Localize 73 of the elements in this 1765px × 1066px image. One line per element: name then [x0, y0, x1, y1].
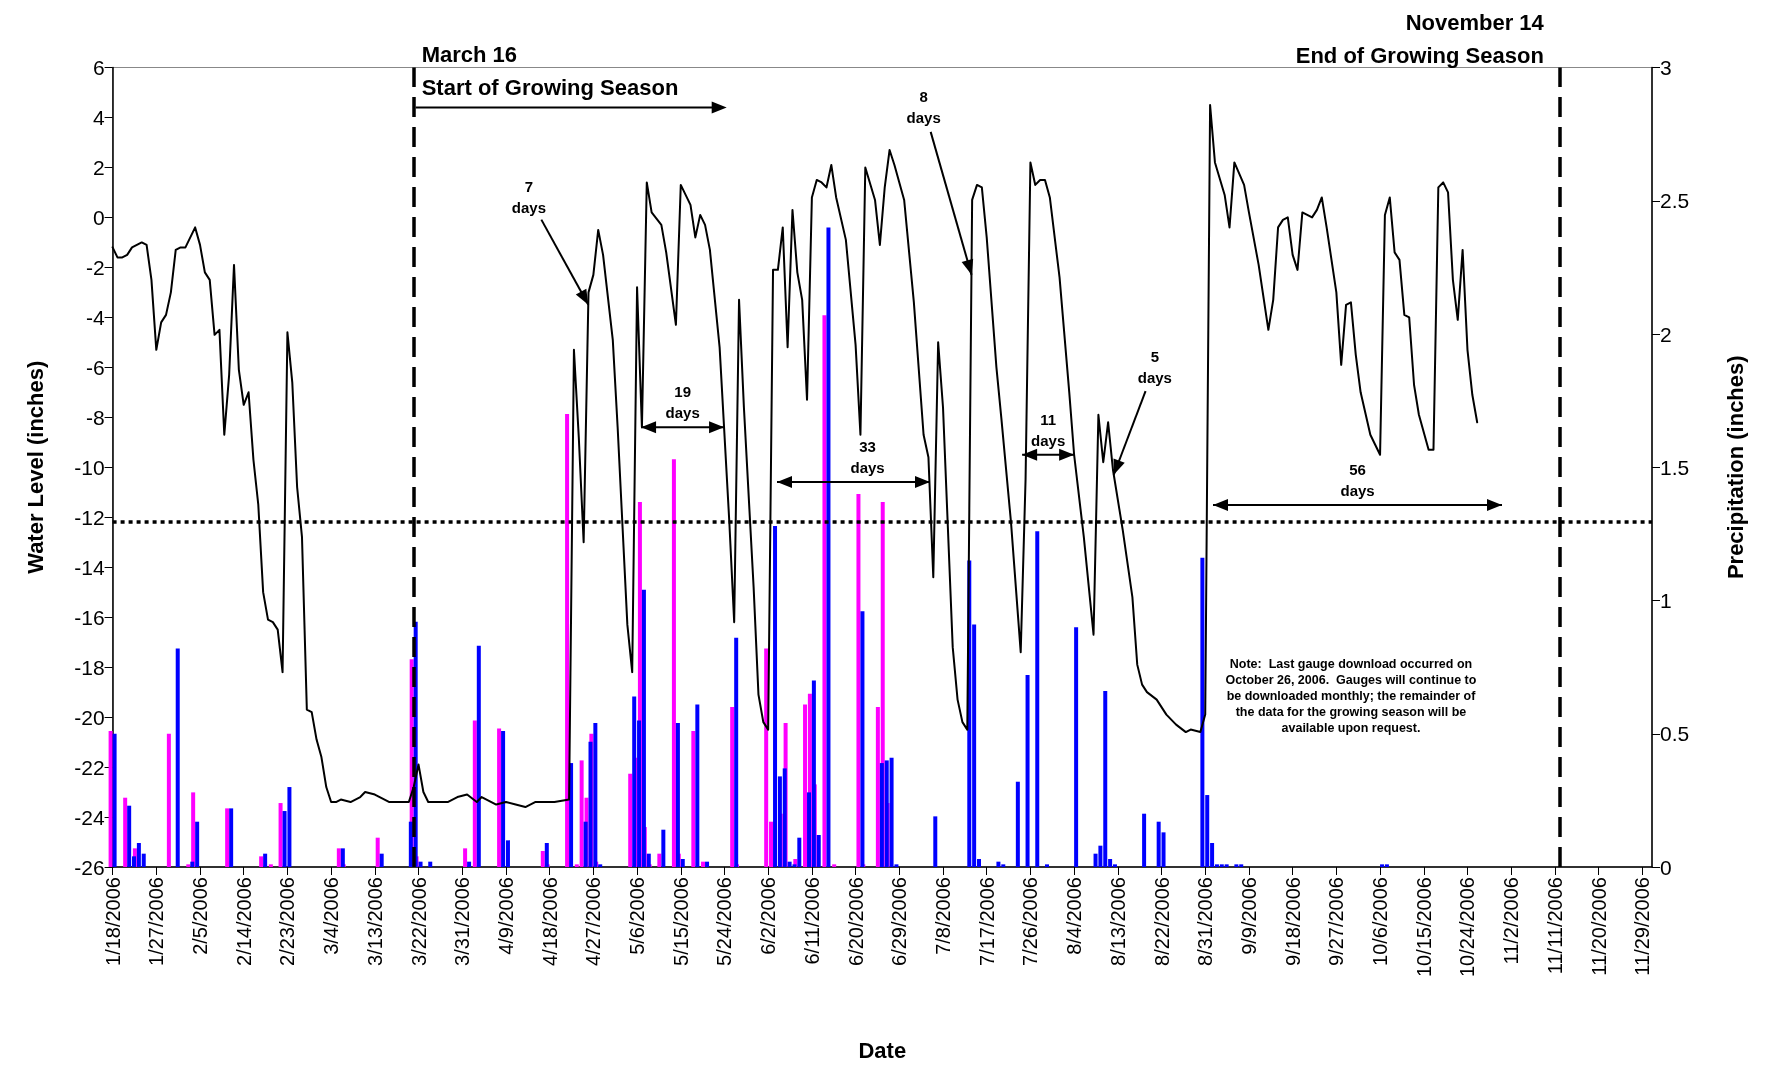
x-tick-label: 7/17/2006 — [975, 877, 998, 966]
y-tick-label: -4 — [85, 305, 105, 329]
x-tick-label: 10/6/2006 — [1369, 877, 1392, 966]
y2-tick-label: 2 — [1660, 322, 1672, 346]
annotation: 56 days — [1340, 460, 1375, 501]
x-tick-label: 1/27/2006 — [145, 877, 168, 966]
y-tick-label: 0 — [92, 205, 105, 229]
y-tick-label: -22 — [74, 755, 105, 779]
y2-tick-label: 2.5 — [1660, 189, 1690, 213]
x-tick-label: 10/15/2006 — [1412, 877, 1435, 978]
x-tick-label: 11/11/2006 — [1543, 877, 1566, 975]
x-tick-label: 9/18/2006 — [1281, 877, 1304, 966]
y-tick-label: -16 — [74, 605, 105, 629]
ref-line-label: November 14 End of Growing Season — [1295, 8, 1544, 70]
y-axis-title: Water Level (inches) — [23, 360, 49, 574]
annotation: 8 days — [906, 86, 941, 128]
x-tick-label: 8/31/2006 — [1194, 877, 1217, 966]
annotation: 33 days — [850, 437, 885, 478]
x-tick-label: 6/11/2006 — [800, 877, 823, 965]
x-tick-label: 9/27/2006 — [1325, 877, 1348, 966]
annotation: 7 days — [511, 176, 546, 218]
annotation: Note: Last gauge download occurred on October 26, 2006. Gauges will continue to be downloaded monthly; the remainder of the data for the growing season will be available upon request. — [1224, 656, 1478, 736]
x-tick-label: 6/2/2006 — [757, 877, 780, 955]
y-tick-label: 2 — [92, 155, 105, 179]
y-tick-label: -18 — [74, 655, 105, 679]
x-axis-title: Date — [858, 1037, 907, 1063]
y-tick-label: -26 — [74, 855, 105, 879]
x-tick-label: 2/23/2006 — [276, 877, 299, 966]
x-tick-label: 9/9/2006 — [1237, 877, 1260, 955]
x-tick-label: 4/9/2006 — [494, 877, 517, 955]
x-tick-label: 8/13/2006 — [1106, 877, 1129, 966]
x-tick-label: 2/14/2006 — [232, 877, 255, 966]
x-tick-label: 10/24/2006 — [1456, 877, 1479, 978]
y2-tick-label: 0.5 — [1660, 722, 1690, 746]
x-tick-label: 1/18/2006 — [101, 877, 124, 966]
y-tick-label: -6 — [85, 355, 105, 379]
annotation: 11 days — [1031, 409, 1066, 451]
y-tick-label: -10 — [74, 455, 105, 479]
y2-axis-title: Precipitation (inches) — [1722, 355, 1748, 580]
ref-line-label: March 16 Start of Growing Season — [421, 40, 679, 102]
x-tick-label: 11/20/2006 — [1587, 877, 1610, 976]
x-tick-label: 5/15/2006 — [669, 877, 692, 966]
y-tick-label: -14 — [74, 555, 105, 579]
annotation: 5 days — [1137, 346, 1172, 388]
x-tick-label: 4/18/2006 — [538, 877, 561, 966]
x-tick-label: 3/13/2006 — [363, 877, 386, 966]
x-tick-label: 7/26/2006 — [1019, 877, 1042, 966]
x-tick-label: 6/29/2006 — [888, 877, 911, 966]
x-tick-label: 3/4/2006 — [320, 877, 343, 955]
x-tick-label: 7/8/2006 — [932, 877, 954, 955]
x-tick-label: 3/22/2006 — [407, 877, 430, 966]
x-tick-label: 3/31/2006 — [451, 877, 474, 966]
y-tick-label: 4 — [92, 105, 105, 129]
annotation: 19 days — [665, 382, 700, 424]
y2-tick-label: 1 — [1660, 589, 1672, 612]
x-tick-label: 6/20/2006 — [844, 877, 867, 966]
y-tick-label: -24 — [74, 805, 105, 829]
x-tick-label: 8/4/2006 — [1063, 877, 1086, 955]
x-tick-label: 8/22/2006 — [1150, 877, 1173, 966]
y2-tick-label: 3 — [1660, 56, 1672, 79]
x-tick-label: 2/5/2006 — [189, 877, 212, 955]
y-tick-label: -8 — [85, 405, 105, 429]
y-tick-label: 6 — [92, 56, 105, 79]
x-tick-label: 4/27/2006 — [582, 877, 605, 966]
y-tick-label: -2 — [85, 255, 105, 279]
y2-tick-label: 0 — [1660, 855, 1672, 879]
x-tick-label: 11/29/2006 — [1631, 877, 1654, 976]
y-tick-label: -12 — [74, 505, 105, 529]
y2-tick-label: 1.5 — [1660, 455, 1690, 479]
x-tick-label: 5/24/2006 — [713, 877, 736, 966]
x-tick-label: 5/6/2006 — [626, 877, 649, 955]
x-tick-label: 11/2/2006 — [1500, 877, 1523, 965]
y-tick-label: -20 — [74, 705, 105, 729]
